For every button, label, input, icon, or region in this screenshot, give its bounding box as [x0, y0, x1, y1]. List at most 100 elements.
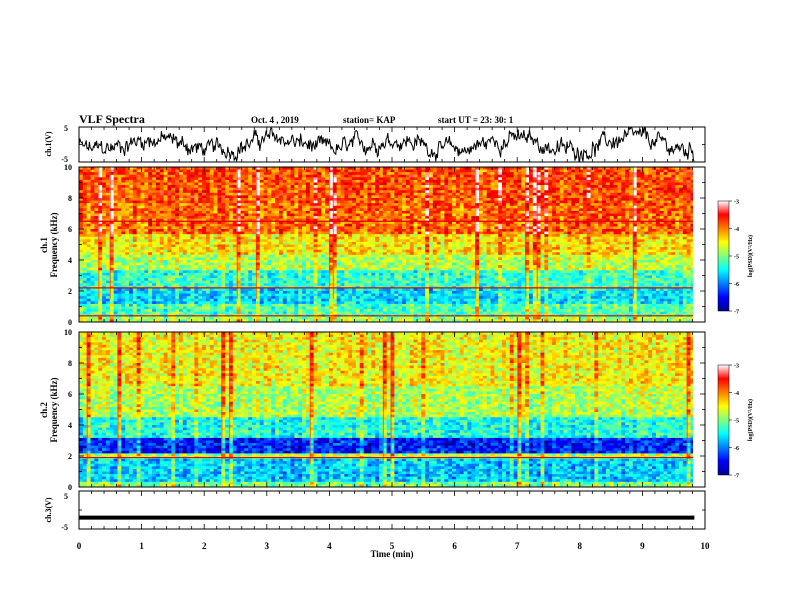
spectrogram-cell [482, 198, 488, 201]
spectrogram-cell [155, 208, 161, 212]
spectrogram-cell [340, 226, 345, 230]
spectrogram-cell [221, 213, 226, 217]
spectrogram-cell [190, 234, 195, 238]
spectrogram-cell [498, 169, 503, 173]
spectrogram-cell [371, 213, 376, 217]
spectrogram-cell [348, 200, 353, 204]
spectrogram-cell [132, 241, 138, 245]
spectrogram-cell [175, 187, 180, 191]
spectrogram-cell [459, 185, 464, 189]
spectrogram-cell [294, 185, 299, 189]
spectrogram-cell [286, 179, 291, 183]
spectrogram-cell [405, 172, 411, 176]
spectrogram-cell [225, 198, 230, 201]
spectrogram-cell [113, 187, 118, 191]
spectrogram-cell [463, 195, 468, 199]
spectrogram-cell [302, 241, 307, 245]
spectrogram-cell [148, 172, 153, 176]
spectrogram-cell [248, 210, 253, 214]
spectrogram-cell [105, 213, 111, 217]
spectrogram-cell [690, 198, 693, 201]
spectrogram-cell [459, 172, 464, 176]
spectrogram-cell [428, 210, 434, 214]
spectrogram-cell [594, 239, 599, 243]
spectrogram-cell [598, 234, 603, 238]
spectrogram-cell [621, 203, 626, 207]
spectrogram-cell [609, 236, 614, 240]
spectrogram-cell [563, 195, 568, 199]
spectrogram-cell [336, 216, 341, 220]
spectrogram-cell [544, 216, 549, 220]
spectrogram-cell [552, 192, 557, 196]
spectrogram-cell [144, 167, 149, 170]
header-start-time: start UT = 23: 30: 1 [438, 115, 514, 125]
spectrogram-cell [432, 174, 438, 178]
spectrogram-cell [598, 200, 603, 204]
spectrogram-cell [263, 213, 268, 217]
spectrogram-cell [205, 203, 211, 207]
spectrogram-cell [209, 177, 215, 181]
spectrogram-cell [494, 169, 499, 173]
spectrogram-cell [594, 234, 599, 238]
spectrogram-cell [517, 241, 522, 245]
spectrogram-cell [690, 187, 693, 191]
spectrogram-cell [152, 187, 157, 191]
spectrogram-cell [667, 185, 672, 189]
spectrogram-cell [125, 208, 130, 212]
spectrogram-cell [575, 185, 580, 189]
spectrogram-cell [109, 179, 115, 183]
spectrogram-cell [382, 231, 388, 235]
spectrogram-cell [617, 239, 622, 243]
spectrogram-cell [148, 213, 153, 217]
spectrogram-cell [148, 218, 153, 222]
spectrogram-cell [194, 187, 199, 191]
spectrogram-cell [202, 221, 207, 225]
spectrogram-cell [290, 203, 295, 207]
spectrogram-cell [448, 205, 453, 209]
spectrogram-cell [632, 210, 638, 214]
spectrogram-cell [105, 192, 111, 196]
spectrogram-cell [113, 195, 118, 199]
spectrogram-cell [155, 182, 161, 186]
spectrogram-cell [602, 226, 607, 230]
spectrogram-cell [86, 208, 91, 212]
spectrogram-cell [182, 236, 188, 240]
spectrogram-cell [509, 234, 514, 238]
spectrogram-cell [394, 239, 399, 243]
spectrogram-cell [375, 210, 380, 214]
spectrogram-cell [163, 172, 168, 176]
spectrogram-cell [113, 177, 118, 181]
spectrogram-cell [121, 195, 126, 199]
spectrogram-cell [225, 174, 230, 178]
spectrogram-cell [605, 239, 611, 243]
spectrogram-cell [532, 218, 538, 222]
spectrogram-cell [382, 182, 388, 186]
spectrogram-cell [252, 177, 257, 181]
spectrogram-cell [409, 234, 414, 238]
spectrogram-cell [582, 208, 588, 212]
spectrogram-cell [528, 187, 534, 191]
spectrogram-cell [290, 167, 295, 170]
spectrogram-cell [313, 241, 318, 245]
spectrogram-cell [259, 179, 265, 183]
spectrogram-cell [282, 198, 288, 201]
spectrogram-cell [248, 205, 253, 209]
spectrogram-cell [448, 226, 453, 230]
spectrogram-cell [475, 229, 480, 232]
spectrogram-cell [271, 208, 276, 212]
spectrogram-cell [402, 182, 407, 186]
spectrogram-cell [217, 234, 222, 238]
spectrogram-cell [298, 185, 303, 189]
spectrogram-cell [302, 223, 307, 227]
spectrogram-cell [605, 213, 611, 217]
spectrogram-cell [332, 223, 338, 227]
spectrogram-cell [594, 221, 599, 225]
spectrogram-cell [225, 187, 230, 191]
spectrogram-cell [305, 179, 311, 183]
spectrogram-cell [405, 210, 411, 214]
spectrogram-cell [386, 241, 391, 245]
spectrogram-cell [228, 218, 234, 222]
spectrogram-cell [202, 195, 207, 199]
spectrogram-cell [559, 205, 564, 209]
spectrogram-cell [563, 167, 568, 170]
